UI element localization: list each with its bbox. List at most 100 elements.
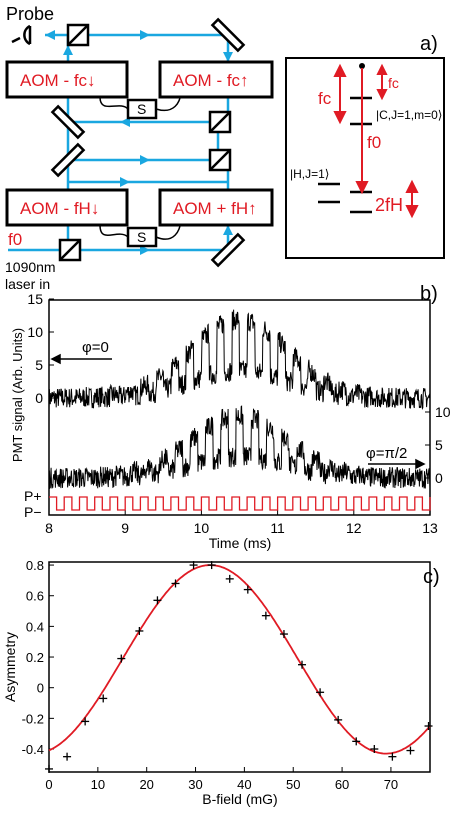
p-plus-label: P+ bbox=[24, 488, 42, 504]
panel-c-xlabel: B-field (mG) bbox=[202, 791, 277, 807]
left-tick-label: 5 bbox=[35, 357, 43, 373]
arrow-mid-b bbox=[140, 155, 150, 165]
y-tick-label: 0.6 bbox=[26, 589, 44, 604]
aom-fh-down-box bbox=[5, 188, 129, 227]
panel-a-label: a) bbox=[420, 33, 438, 55]
data-point bbox=[406, 746, 415, 755]
data-point bbox=[316, 688, 325, 697]
x-tick-label: 60 bbox=[335, 777, 349, 792]
panel-b-left-ticks: 0 5 10 15 bbox=[27, 291, 54, 406]
panel-c-x-ticks: 0 10 20 30 40 50 60 70 bbox=[45, 767, 398, 792]
x-tick-label: 13 bbox=[422, 520, 438, 536]
panel-a: a) bbox=[5, 4, 445, 292]
fc-small-arrow-up bbox=[376, 63, 388, 75]
energy-level-diagram: fc fc f0 |C,J=1,m=0⟩ |H,J=1⟩ 2fH bbox=[285, 57, 445, 259]
data-point bbox=[81, 717, 90, 726]
data-point bbox=[279, 630, 288, 639]
fc-small-label: fc bbox=[388, 75, 399, 91]
trace-p-switching bbox=[49, 496, 431, 511]
mirrors bbox=[50, 17, 246, 268]
phi90-label: φ=π/2 bbox=[366, 445, 407, 462]
asymmetry-data-points bbox=[45, 561, 433, 773]
panel-b-label: b) bbox=[420, 283, 438, 305]
beam-splitters bbox=[58, 23, 232, 262]
panel-b-right-ticks: 0 5 10 bbox=[425, 404, 451, 486]
fc-arrow-up bbox=[333, 63, 347, 77]
panel-b-xlabel: Time (ms) bbox=[209, 535, 271, 551]
trace-phi-0 bbox=[48, 309, 431, 411]
probe-label: Probe bbox=[6, 4, 54, 24]
aom-fc-up-label: AOM - fc↑ bbox=[173, 71, 249, 90]
arrow-left-up bbox=[63, 45, 73, 55]
x-tick-label: 20 bbox=[139, 777, 153, 792]
phi0-arrow-icon bbox=[50, 353, 112, 365]
arrow-probe bbox=[45, 30, 55, 40]
switch-bottom-label: S bbox=[137, 229, 146, 245]
aom-boxes bbox=[5, 60, 274, 227]
data-point bbox=[117, 654, 126, 663]
fc-small-arrow-down bbox=[376, 89, 388, 101]
mirror-top-right bbox=[210, 17, 246, 53]
left-tick-label: 0 bbox=[35, 390, 43, 406]
arrow-right-up bbox=[223, 225, 233, 235]
phi90-arrow-icon bbox=[368, 458, 426, 470]
x-tick-label: 70 bbox=[384, 777, 398, 792]
fh-level-label: 2fH bbox=[375, 195, 403, 215]
data-point bbox=[388, 752, 397, 761]
level-c-label: |C,J=1,m=0⟩ bbox=[376, 108, 443, 122]
x-tick-label: 8 bbox=[45, 520, 53, 536]
aom-fh-up-box bbox=[158, 188, 274, 227]
y-tick-label: 0.8 bbox=[26, 558, 44, 573]
f0-arrow-down bbox=[355, 181, 369, 195]
phi0-label: φ=0 bbox=[82, 339, 109, 356]
x-tick-label: 9 bbox=[121, 520, 129, 536]
switch-top-label: S bbox=[137, 101, 146, 117]
laser-label-line1: 1090nm bbox=[5, 259, 56, 275]
fc-arrow-down bbox=[333, 111, 347, 125]
y-tick-label: 0.4 bbox=[26, 619, 44, 634]
x-tick-label: 12 bbox=[346, 520, 362, 536]
fh-arrow-up bbox=[405, 179, 419, 193]
x-tick-label: 50 bbox=[286, 777, 300, 792]
data-point bbox=[207, 561, 216, 570]
aom-fc-down-box bbox=[5, 60, 129, 99]
data-point bbox=[189, 561, 198, 570]
p-minus-label: P− bbox=[24, 504, 42, 520]
f0-label: f0 bbox=[8, 230, 22, 249]
panel-c-label: c) bbox=[423, 566, 440, 588]
data-point bbox=[45, 764, 53, 773]
mirror-bottom-right bbox=[210, 232, 246, 268]
aom-fh-up-label: AOM + fH↑ bbox=[173, 199, 257, 218]
data-point bbox=[153, 596, 162, 605]
arrow-top bbox=[140, 30, 150, 40]
virtual-level-dot bbox=[359, 63, 365, 69]
left-tick-label: 10 bbox=[27, 324, 43, 340]
right-tick-label: 10 bbox=[435, 404, 451, 420]
right-tick-label: 0 bbox=[435, 470, 443, 486]
switch-cables bbox=[99, 96, 181, 240]
y-tick-label: -0.4 bbox=[22, 742, 44, 757]
mirror-left-1 bbox=[50, 104, 86, 140]
panel-c: c) Asymmetry B-field (mG) -0.4 -0.2 0 0.2 0.… bbox=[2, 558, 440, 807]
data-point bbox=[298, 660, 307, 669]
y-tick-label: 0.2 bbox=[26, 650, 44, 665]
level-h-label: |H,J=1⟩ bbox=[290, 167, 329, 181]
data-point bbox=[370, 745, 379, 754]
data-point bbox=[171, 579, 180, 588]
mirror-left-2 bbox=[50, 142, 86, 178]
y-tick-label: -0.2 bbox=[22, 711, 44, 726]
panel-b-ylabel: PMT signal (Arb. Units) bbox=[10, 328, 25, 462]
x-tick-label: 10 bbox=[194, 520, 210, 536]
laser-label-line2: laser in bbox=[5, 276, 50, 292]
data-point bbox=[424, 722, 433, 731]
probe-detector-icon bbox=[11, 24, 32, 46]
left-tick-label: 15 bbox=[27, 291, 43, 307]
data-point bbox=[63, 752, 72, 761]
data-point bbox=[135, 626, 144, 635]
aom-fc-up-box bbox=[158, 60, 274, 99]
x-tick-label: 0 bbox=[45, 777, 52, 792]
panel-b: b) PMT signal (Arb. Units) Time (ms) 0 5 1… bbox=[10, 283, 451, 551]
asymmetry-fit-curve bbox=[48, 564, 431, 755]
fh-arrow-down bbox=[405, 205, 419, 219]
f0-level-label: f0 bbox=[367, 133, 381, 152]
